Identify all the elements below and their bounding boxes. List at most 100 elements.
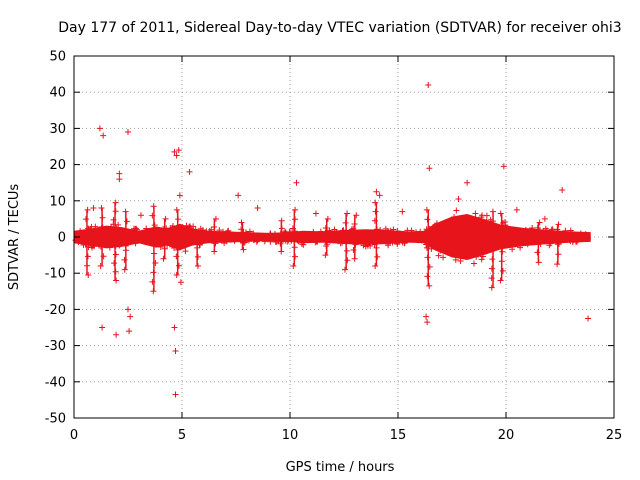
- spike-point: [534, 249, 541, 256]
- data-point: [77, 228, 84, 235]
- data-point: [88, 242, 95, 249]
- data-point: [185, 228, 192, 235]
- data-point: [95, 233, 102, 240]
- spike-point: [113, 277, 120, 284]
- data-point: [362, 236, 369, 243]
- spike-point: [489, 256, 496, 263]
- data-point: [364, 241, 371, 248]
- data-point: [465, 230, 472, 237]
- spike-point: [151, 241, 158, 248]
- spike-point: [112, 199, 119, 206]
- y-tick-label: -10: [45, 267, 66, 282]
- outlier-point: [585, 315, 592, 322]
- data-point: [225, 227, 232, 234]
- spike-point: [123, 218, 130, 225]
- spike-point: [150, 269, 157, 276]
- data-point: [562, 227, 569, 234]
- spike-point: [150, 203, 157, 210]
- spike-point: [324, 234, 331, 240]
- y-tick-label: 10: [49, 194, 66, 209]
- data-point: [478, 246, 485, 253]
- y-tick-label: 40: [49, 86, 66, 101]
- data-point: [455, 225, 462, 232]
- data-point: [156, 237, 163, 244]
- data-point: [453, 207, 460, 214]
- spike-point: [292, 216, 299, 223]
- outlier-point: [177, 279, 184, 286]
- spike-point: [151, 250, 158, 257]
- data-point: [79, 237, 86, 244]
- outlier-point: [100, 132, 107, 139]
- spike-point: [555, 251, 562, 258]
- outlier-point: [173, 152, 180, 159]
- outlier-point: [399, 208, 406, 215]
- data-point: [376, 231, 383, 238]
- spike-point: [291, 244, 298, 251]
- spike-point: [160, 225, 167, 232]
- data-point: [542, 225, 549, 232]
- data-point: [387, 227, 394, 234]
- spike-point: [554, 261, 561, 268]
- data-point: [348, 226, 355, 233]
- chart-title: Day 177 of 2011, Sidereal Day-to-day VTE…: [58, 20, 621, 36]
- data-point: [450, 248, 457, 255]
- spike-point: [82, 216, 89, 223]
- data-point: [547, 240, 554, 247]
- data-point: [107, 225, 114, 232]
- data-point: [188, 235, 195, 242]
- outlier-point: [125, 129, 131, 136]
- spike-point: [489, 208, 496, 215]
- spike-point: [535, 259, 542, 266]
- spike-point: [554, 241, 561, 248]
- spike-point: [161, 245, 168, 252]
- spike-point: [173, 272, 180, 279]
- spike-point: [536, 239, 543, 246]
- data-point: [517, 244, 524, 251]
- spike-point: [85, 272, 92, 279]
- data-point: [267, 238, 274, 245]
- spike-point: [122, 237, 129, 244]
- outlier-point: [423, 313, 430, 320]
- spike-point: [173, 253, 180, 260]
- spike-point: [173, 234, 180, 241]
- outlier-point: [116, 170, 123, 177]
- data-point: [302, 231, 309, 238]
- spike-point: [322, 252, 329, 259]
- data-point: [93, 236, 100, 243]
- data-point: [577, 230, 584, 237]
- outlier-point: [126, 328, 133, 335]
- spike-point: [499, 267, 506, 274]
- outlier-point: [127, 313, 134, 320]
- data-point: [582, 231, 589, 238]
- spike-point: [192, 226, 199, 233]
- spike-point: [85, 244, 92, 251]
- data-point: [300, 241, 307, 248]
- data-point: [132, 226, 139, 233]
- data-point: [419, 237, 426, 244]
- spike-point: [160, 235, 167, 242]
- spike-point: [497, 277, 504, 284]
- spike-point: [535, 229, 542, 236]
- spike-point: [290, 262, 297, 269]
- data-point: [443, 225, 450, 232]
- outlier-point: [500, 163, 507, 170]
- spike-point: [536, 219, 543, 226]
- spike-point: [373, 226, 380, 233]
- data-point: [461, 221, 468, 228]
- spike-point: [176, 225, 183, 232]
- spike-point: [152, 259, 159, 266]
- data-point: [494, 224, 501, 231]
- data-point: [146, 228, 153, 235]
- data-point: [385, 242, 392, 249]
- outlier-point: [172, 348, 179, 355]
- spike-point: [292, 206, 299, 213]
- outlier-point: [186, 168, 193, 175]
- data-point: [216, 227, 223, 234]
- data-point: [503, 240, 510, 247]
- spike-point: [350, 229, 357, 236]
- data-point: [88, 223, 95, 230]
- data-point: [401, 240, 408, 247]
- spike-point: [112, 268, 119, 275]
- data-point: [118, 228, 125, 235]
- data-point: [440, 236, 447, 243]
